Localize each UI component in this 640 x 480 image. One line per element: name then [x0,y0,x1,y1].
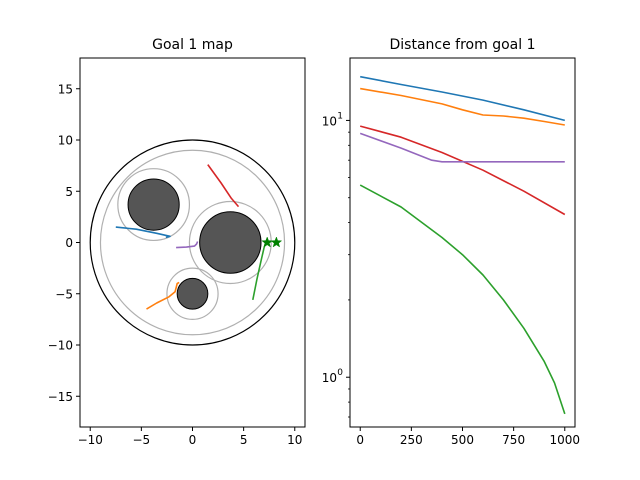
obstacle-halo-0 [117,168,191,242]
distance-x-axis: 0 250 500 750 1000 [356,427,580,447]
obstacle-1 [199,211,262,274]
distance-line-4 [359,184,566,415]
inner-boundary-circle [99,149,286,336]
distance-y-tick-exponent: 1 [337,111,343,121]
map-x-tick-label: 10 [287,433,302,447]
obstacle-0 [127,178,180,231]
map-x-tick-label: −10 [78,433,103,447]
distance-line-1 [360,87,565,126]
distance-y-tick-label: 10 [322,371,337,385]
distance-x-tick-label: 500 [451,433,474,447]
distance-marks [359,75,566,415]
distance-chart: Distance from goal 1 0 250 500 750 1000 10 01… [322,37,580,447]
map-x-axis: −10 −5 0 5 10 [78,427,302,447]
distance-x-tick-label: 250 [400,433,423,447]
map-marks [89,139,296,346]
map-y-tick-label: 15 [58,82,73,96]
map-x-tick-label: 5 [240,433,248,447]
distance-y-tick-label: 10 [322,114,337,128]
map-y-tick-label: 10 [58,134,73,148]
distance-x-tick-label: 1000 [549,433,580,447]
obstacle-halo-2 [166,267,219,320]
map-y-tick-label: −15 [48,390,73,404]
goal-star-1 [270,236,283,248]
distance-x-tick-label: 0 [356,433,364,447]
map-y-tick-label: 0 [65,236,73,250]
map-y-axis: −15 −10 −5 0 5 10 15 [48,82,80,404]
trajectory-line-3 [207,164,240,208]
map-chart-title: Goal 1 map [152,37,233,53]
trajectory-line-4 [176,241,199,249]
outer-boundary-circle [89,139,296,346]
distance-plot-area [349,57,576,428]
map-y-tick-label: 5 [65,185,73,199]
distance-line-0 [360,75,566,122]
map-x-tick-label: 0 [189,433,197,447]
obstacle-2 [176,277,209,310]
trajectory-line-0 [115,226,171,239]
map-y-tick-label: −5 [55,287,73,301]
map-y-tick-label: −10 [48,339,73,353]
obstacle-halo-1 [188,200,272,285]
map-x-tick-label: −5 [133,433,151,447]
distance-line-3 [359,132,565,163]
distance-x-tick-label: 750 [502,433,525,447]
trajectory-line-1 [146,281,180,310]
distance-chart-title: Distance from goal 1 [390,37,536,53]
map-chart: Goal 1 map −10 −5 0 5 10 −15 −10 −5 0 5 10 15 [48,37,306,447]
distance-y-tick-exponent: 0 [337,368,343,378]
